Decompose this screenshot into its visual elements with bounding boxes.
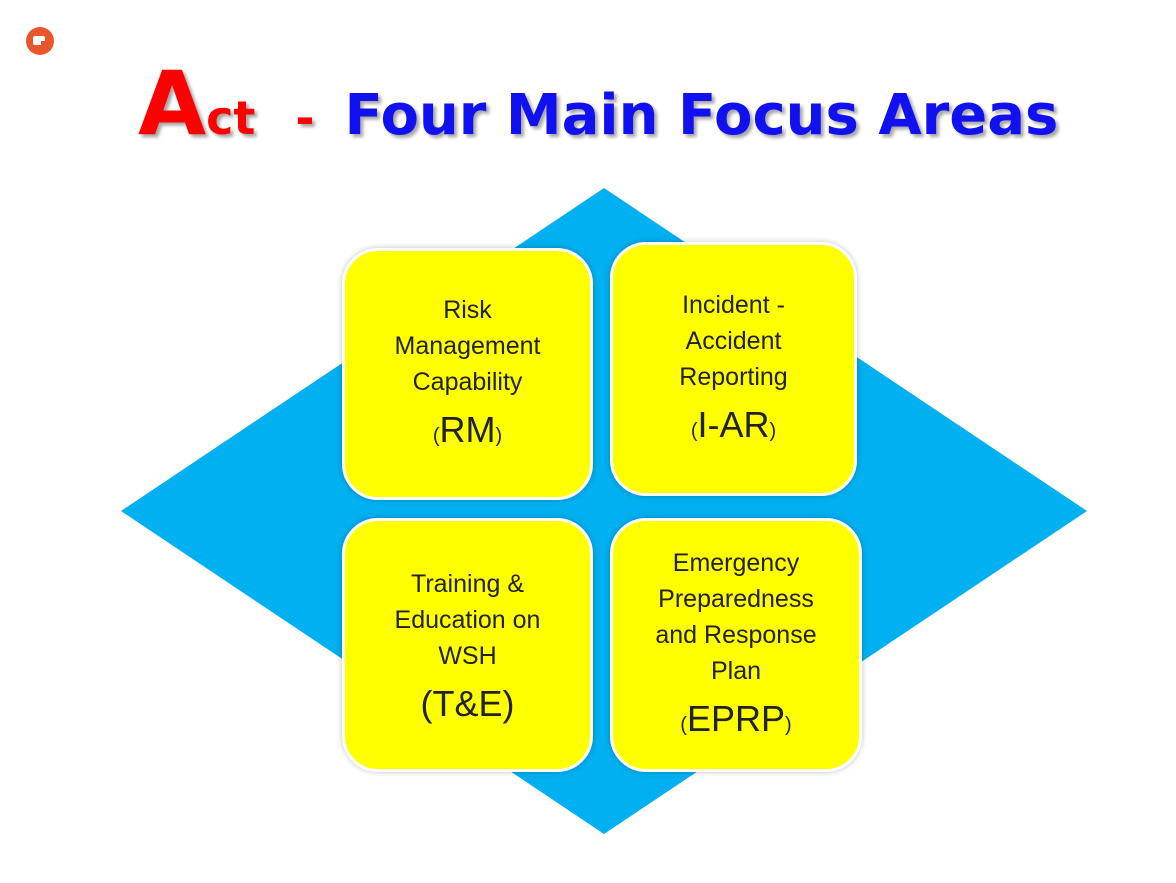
focus-area-risk-management: Risk Management Capability (RM) (342, 248, 593, 500)
diamond-shape (121, 188, 1087, 834)
focus-area-label: Emergency Preparedness and Response Plan (655, 549, 817, 685)
focus-area-label: Risk Management Capability (394, 296, 541, 396)
focus-area-label: Incident - Accident Reporting (679, 291, 788, 391)
title-initial: A (138, 52, 207, 155)
focus-area-abbr: (EPRP) (680, 698, 792, 739)
focus-area-training-education: Training & Education on WSH (T&E) (342, 518, 593, 772)
focus-area-abbr: (I-AR) (690, 404, 777, 445)
focus-area-incident-reporting: Incident - Accident Reporting (I-AR) (610, 242, 857, 496)
slide-title: Act - Four Main Focus Areas (138, 52, 1058, 155)
title-main: Four Main Focus Areas (344, 83, 1059, 148)
title-dash: - (295, 91, 315, 145)
title-rest: ct (206, 91, 256, 145)
focus-area-emergency-preparedness: Emergency Preparedness and Response Plan… (610, 518, 862, 772)
focus-area-abbr: (T&E) (420, 683, 515, 724)
app-logo-icon (26, 27, 54, 55)
focus-area-abbr: (RM) (432, 409, 503, 450)
focus-area-label: Training & Education on WSH (394, 570, 541, 670)
